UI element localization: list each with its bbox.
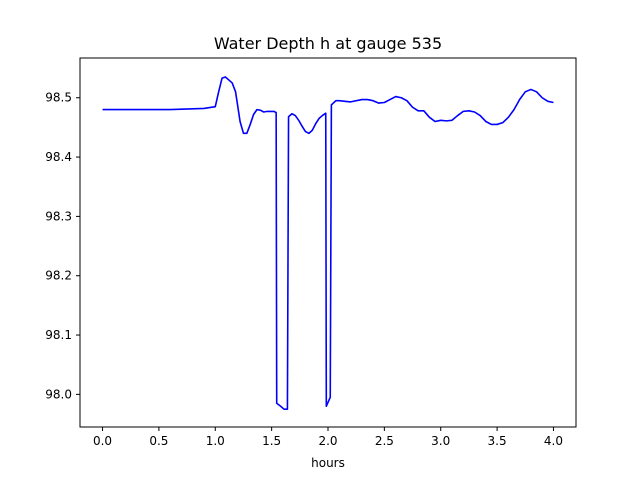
x-tick-label: 3.0 [431,434,450,448]
y-tick-label: 98.5 [45,91,72,105]
x-tick-label: 2.5 [375,434,394,448]
y-tick-label: 98.1 [45,328,72,342]
plot-area [79,57,577,428]
plot-background [80,58,576,427]
x-axis-label: hours [311,456,345,470]
y-tick-label: 98.3 [45,209,72,223]
chart-title: Water Depth h at gauge 535 [214,34,442,53]
x-tick-label: 2.0 [318,434,337,448]
x-tick-label: 0.0 [93,434,112,448]
y-axis: 98.0 98.1 98.2 98.3 98.4 98.5 [45,91,80,401]
y-tick-label: 98.0 [45,387,72,401]
x-tick-label: 1.5 [262,434,281,448]
series-line [102,76,554,411]
x-tick-label: 4.0 [544,434,563,448]
x-tick-label: 1.0 [206,434,225,448]
series-layer [102,76,554,411]
y-tick-label: 98.2 [45,269,72,283]
y-tick-label: 98.4 [45,150,72,164]
x-tick-label: 3.5 [488,434,507,448]
x-axis: 0.0 0.5 1.0 1.5 2.0 2.5 3.0 3.5 4.0 [93,427,563,448]
x-tick-label: 0.5 [149,434,168,448]
